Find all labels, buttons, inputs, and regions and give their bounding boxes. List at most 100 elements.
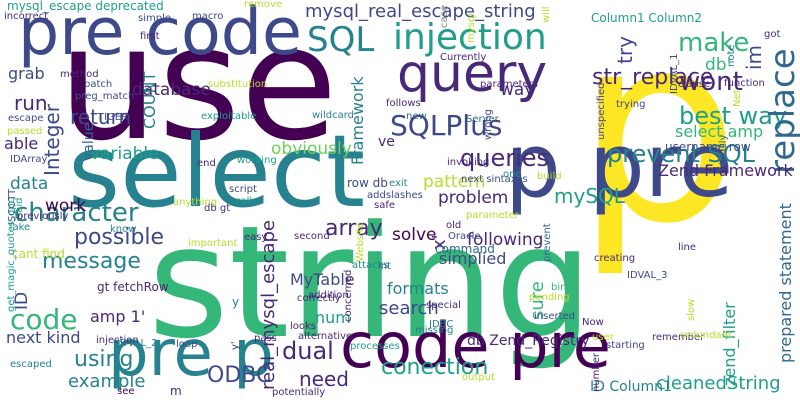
cloud-word: know — [110, 224, 137, 235]
cloud-word: solve — [392, 225, 437, 245]
cloud-word: Currently — [440, 52, 487, 63]
cloud-word: formats — [387, 279, 449, 298]
cloud-word: TIGER — [98, 112, 129, 123]
cloud-word: use — [58, 0, 338, 176]
cloud-word: loop — [176, 339, 198, 350]
cloud-word: COUNT — [140, 71, 159, 129]
cloud-word: make — [678, 28, 750, 58]
cloud-word: Net — [732, 89, 743, 107]
cloud-word: function — [724, 78, 765, 89]
cloud-word: amp 1' — [90, 307, 146, 326]
cloud-word: line — [678, 242, 697, 253]
cloud-word: safe — [374, 200, 396, 211]
cloud-word: parameter — [466, 210, 519, 221]
cloud-word: Take — [8, 222, 31, 233]
cloud-word: creating — [594, 253, 636, 264]
cloud-word: wrong — [483, 109, 494, 140]
cloud-word: data — [10, 174, 49, 194]
cloud-word: p — [575, 0, 741, 281]
cloud-word: replace — [763, 48, 800, 174]
cloud-word: inserted — [534, 311, 576, 322]
cloud-word: Column1 Column2 — [591, 11, 702, 25]
cloud-word: build — [537, 171, 562, 182]
cloud-word: num — [315, 308, 351, 327]
cloud-word: example — [68, 371, 146, 392]
cloud-word: y — [232, 295, 240, 309]
cloud-word: queries — [460, 144, 550, 172]
cloud-word: first — [140, 31, 160, 42]
cloud-word: Oracle — [448, 231, 481, 242]
cloud-word: special — [426, 300, 461, 311]
cloud-word: conection — [381, 355, 489, 380]
cloud-word: Zend Framework — [658, 161, 793, 180]
cloud-word: m — [170, 384, 182, 398]
cloud-word: pass — [254, 333, 277, 344]
cloud-word: script — [229, 184, 257, 195]
cloud-word: see — [117, 386, 135, 397]
cloud-word: simple — [138, 13, 172, 24]
cloud-word: addslashes — [367, 190, 423, 201]
cloud-word: variable — [90, 144, 159, 164]
cloud-word: ODBC — [207, 363, 272, 388]
cloud-word: prevent — [542, 223, 553, 262]
cloud-word: attacks — [352, 260, 389, 271]
cloud-word: one — [503, 169, 522, 180]
cloud-word: IDVAL_2 — [117, 338, 158, 349]
cloud-word: pattern — [423, 172, 486, 192]
cloud-word: value — [81, 122, 97, 161]
cloud-word: return — [70, 105, 132, 129]
cloud-word: work — [45, 196, 87, 216]
cloud-word: passed — [7, 126, 43, 137]
cloud-word: parameters — [480, 79, 539, 90]
cloud-word: p pre — [505, 114, 734, 217]
cloud-word: SQL — [307, 20, 375, 60]
cloud-word: injection — [393, 17, 547, 58]
cloud-word: pre p — [108, 317, 274, 391]
cloud-word: dual — [282, 337, 334, 365]
cloud-word: remember — [652, 332, 705, 343]
cloud-word: got — [764, 29, 781, 40]
cloud-word: ve — [378, 134, 395, 150]
cloud-word: clause — [678, 79, 711, 90]
cloud-word: old — [446, 220, 462, 231]
cloud-word: macro — [192, 11, 224, 22]
cloud-word: select — [68, 113, 366, 230]
cloud-word: way — [500, 80, 535, 100]
cloud-word: y' — [230, 341, 241, 350]
cloud-word: pre code — [18, 0, 302, 70]
cloud-word: db gt — [204, 203, 231, 214]
cloud-word: next kind — [6, 328, 81, 347]
cloud-word: IDVAL_1 — [669, 53, 680, 94]
cloud-word: processes — [350, 341, 400, 352]
cloud-word: follows — [386, 98, 421, 109]
cloud-word: following — [467, 230, 544, 250]
cloud-word: run — [14, 91, 48, 115]
cloud-word: redundant — [680, 330, 732, 341]
cloud-word: possible — [74, 225, 165, 250]
cloud-word: select amp — [675, 122, 764, 141]
cloud-word: potentially — [272, 387, 326, 398]
cloud-word: int — [378, 261, 392, 272]
cloud-word: zend_filter — [720, 302, 739, 386]
cloud-word: database — [132, 80, 211, 100]
cloud-word: second — [294, 231, 330, 242]
cloud-word: db Zend_Registry — [467, 333, 590, 349]
cloud-word: mysql_escape deprecated — [7, 0, 164, 13]
cloud-word: best way — [679, 102, 788, 130]
cloud-word: try — [613, 36, 637, 64]
cloud-word: message — [42, 249, 141, 274]
cloud-word: mySQL — [554, 184, 625, 208]
cloud-word: gt fetchRow — [97, 280, 169, 294]
cloud-word: IDArray — [10, 154, 48, 165]
cloud-word: slow — [686, 298, 697, 321]
cloud-word: JDBC — [429, 319, 454, 330]
cloud-word: number — [591, 352, 602, 392]
cloud-word: note — [726, 44, 737, 67]
cloud-word: starting — [606, 340, 645, 351]
cloud-word: alternative — [298, 331, 353, 342]
cloud-word: pending — [529, 292, 570, 303]
cloud-word: MyTable — [290, 270, 355, 289]
cloud-word: command — [435, 242, 495, 256]
cloud-word: Server — [466, 114, 499, 125]
